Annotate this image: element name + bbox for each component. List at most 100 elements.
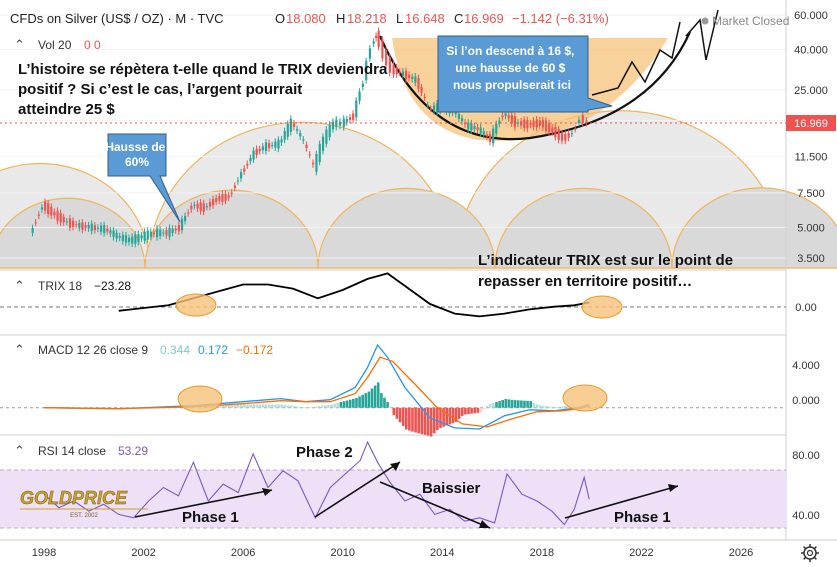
macd-hist-bar: [473, 407, 477, 414]
candle-body: [44, 201, 47, 211]
candle-body: [109, 230, 112, 234]
year-tick: 2014: [430, 547, 454, 559]
candle-body: [187, 212, 190, 214]
candle-body: [411, 76, 414, 80]
trix-highlight-right: [581, 295, 623, 319]
macd-hist-bar: [311, 406, 315, 408]
candle-body: [196, 203, 199, 209]
macd-line: [43, 343, 590, 430]
goldprice-logo: GOLDPRICE EST. 2002: [20, 488, 148, 519]
candle-body: [174, 228, 177, 231]
candle-body: [255, 148, 258, 155]
macd-hist-bar: [243, 404, 246, 408]
macd-hist-bar: [233, 404, 237, 408]
macd-plot: [43, 343, 590, 430]
candle-body: [348, 117, 352, 120]
signal-line: [43, 356, 590, 428]
macd-hist-bar: [460, 407, 464, 416]
rsi-tick-40: 40.00: [792, 510, 820, 522]
macd-hist-bar: [299, 406, 302, 408]
macd-hist-bar: [510, 399, 514, 408]
projection-arrows: [591, 9, 719, 96]
candle-body: [78, 222, 81, 228]
candle-body: [338, 121, 342, 126]
candle-body: [498, 120, 501, 124]
year-tick: 2026: [729, 547, 753, 559]
macd-hist-bar: [308, 407, 312, 409]
candle-body: [404, 70, 408, 80]
settings-gear-icon[interactable]: [801, 544, 819, 562]
year-tick: 2006: [231, 547, 255, 559]
candle-body: [507, 115, 510, 119]
vol-values: 0 0: [84, 38, 101, 52]
candle-body: [292, 123, 296, 127]
macd-hist-bar: [380, 393, 383, 408]
candle-body: [215, 197, 218, 202]
candle-body: [395, 67, 398, 75]
candle-body: [510, 114, 513, 124]
candle-body: [408, 74, 411, 79]
candle-body: [464, 122, 467, 125]
candle-body: [538, 120, 541, 126]
macd-hist-bar: [464, 407, 467, 415]
candle-body: [224, 193, 227, 201]
candle-body: [202, 203, 205, 212]
candle-body: [205, 206, 209, 208]
candle-body: [134, 234, 137, 244]
candle-body: [65, 221, 68, 223]
macd-hist-bar: [398, 407, 402, 423]
ohlc-l-label: L: [396, 11, 403, 26]
candle-body: [271, 144, 274, 146]
candle-body: [165, 230, 168, 236]
candle-body: [280, 139, 283, 143]
candle-body: [177, 225, 180, 232]
candle-body: [112, 230, 115, 238]
candle-body: [162, 232, 165, 234]
ohlc-l-value: 16.648: [405, 11, 445, 26]
candle-body: [218, 196, 221, 201]
macd-hist-bar: [320, 405, 324, 408]
macd-hist-bar: [538, 405, 542, 408]
macd-hist-bar: [482, 407, 486, 410]
macd-hist-bar: [516, 400, 520, 408]
rsi-tick-80: 80.00: [792, 450, 820, 462]
candle-body: [249, 158, 252, 162]
macd-hist-bar: [476, 407, 480, 413]
chart-title: CFDs on Silver (US$ / OZ) · M · TVC: [10, 11, 224, 26]
macd-hist-bar: [408, 407, 411, 431]
macd-hist-bar: [255, 404, 259, 408]
candle-body: [277, 139, 280, 149]
candle-body: [526, 120, 529, 129]
candle-body: [62, 216, 65, 223]
candle-body: [208, 202, 212, 207]
candle-body: [529, 123, 532, 125]
macd-hist-bar: [526, 400, 529, 408]
svg-text:−23.28: −23.28: [94, 279, 131, 293]
candle-body: [31, 228, 34, 233]
macd-hist-bar: [221, 405, 224, 408]
candle-body: [541, 120, 545, 128]
candle-body: [137, 234, 140, 242]
candle-body: [423, 96, 426, 98]
macd-hist-bar: [495, 402, 498, 408]
macd-hist-bar: [314, 406, 318, 408]
macd-hist-bar: [504, 399, 508, 408]
candle-body: [146, 230, 149, 240]
macd-hist-bar: [392, 407, 396, 416]
ohlc-change: −1.142 (−6.31%): [512, 11, 609, 26]
candle-body: [420, 87, 423, 93]
logo-name: GOLDPRICE: [20, 488, 128, 508]
candle-body: [585, 120, 588, 124]
candle-body: [264, 142, 268, 152]
candle-body: [199, 202, 202, 212]
macd-hist-bar: [292, 406, 296, 408]
trix-note: L’indicateur TRIX est sur le point de re…: [478, 252, 737, 290]
candle-body: [184, 215, 187, 222]
candle-body: [75, 224, 78, 226]
small-dome: [317, 187, 496, 269]
macd-hist-bar: [342, 401, 346, 408]
macd-hist-bar: [554, 407, 557, 409]
rsi-band: [0, 470, 786, 528]
candle-body: [516, 122, 520, 124]
